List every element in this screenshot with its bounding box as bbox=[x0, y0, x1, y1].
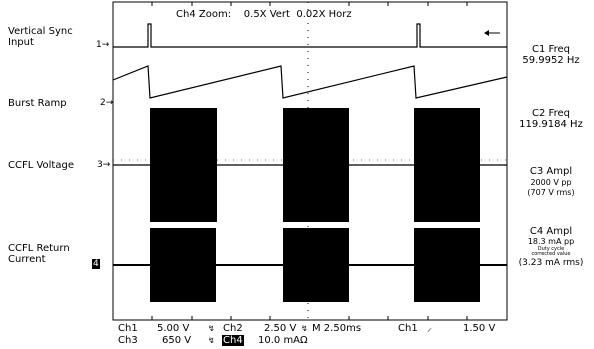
trigger-arrow-icon bbox=[484, 30, 489, 36]
measurement-c1: C1 Freq 59.9952 Hz bbox=[511, 44, 591, 66]
channel-marker-4: 4 bbox=[92, 259, 100, 269]
footer-trigger-source: Ch1 bbox=[398, 323, 418, 334]
label-ccfl-return-line1: CCFL Return bbox=[8, 243, 70, 254]
label-ccfl-voltage: CCFL Voltage bbox=[8, 160, 74, 171]
footer-ch2: Ch2 bbox=[223, 323, 243, 334]
c1-value: 59.9952 Hz bbox=[522, 55, 580, 66]
ch1-coupling-icon: ↯ bbox=[208, 324, 215, 333]
measurement-c4: C4 Ampl 18.3 mA pp Duty cycle corrected … bbox=[509, 226, 593, 269]
label-vsync-line1: Vertical Sync bbox=[8, 26, 73, 37]
graticule-ticks bbox=[151, 2, 468, 320]
ch4-burst-3 bbox=[414, 228, 480, 302]
footer-ch3-scale: 650 V bbox=[162, 335, 192, 346]
channel-marker-2: 2→ bbox=[100, 98, 114, 108]
c1-title: C1 Freq bbox=[532, 44, 570, 55]
ch3-burst-1 bbox=[150, 108, 217, 222]
c3-value: 2000 V pp bbox=[530, 178, 572, 187]
ch3-coupling-icon: ↯ bbox=[208, 336, 215, 345]
footer-ch1-scale: 5.00 V bbox=[157, 323, 190, 334]
c2-title: C2 Freq bbox=[532, 108, 570, 119]
trigger-slope-icon: ⸝ bbox=[427, 323, 432, 334]
c4-value: 18.3 mA pp bbox=[527, 237, 575, 246]
ch4-burst-2 bbox=[283, 228, 349, 302]
label-burst-ramp: Burst Ramp bbox=[8, 98, 67, 109]
c4-note-line2: corrected value bbox=[531, 251, 571, 257]
footer-ch4-scale: 10.0 mAΩ bbox=[258, 335, 308, 346]
label-ccfl-return-line2: Current bbox=[8, 254, 46, 265]
ch3-burst-3 bbox=[414, 108, 480, 222]
zoom-vert: 0.5X Vert bbox=[243, 9, 290, 20]
c3-rms: (707 V rms) bbox=[527, 188, 575, 197]
c3-title: C3 Ampl bbox=[529, 166, 573, 177]
c2-value: 119.9184 Hz bbox=[519, 119, 583, 130]
label-ccfl-return: CCFL Return Current bbox=[8, 243, 70, 265]
footer-ch3: Ch3 bbox=[118, 335, 138, 346]
footer-ch4: Ch4 bbox=[222, 335, 244, 346]
label-vsync: Vertical Sync Input bbox=[8, 26, 73, 48]
trace-ch3-bursts bbox=[150, 108, 480, 222]
footer-ch2-scale: 2.50 V bbox=[264, 323, 297, 334]
c4-note-line1: Duty cycle bbox=[537, 246, 565, 252]
zoom-horz: 0.02X Horz bbox=[296, 9, 352, 20]
ch3-burst-2 bbox=[283, 108, 349, 222]
channel-marker-3: 3→ bbox=[97, 160, 111, 170]
label-vsync-line2: Input bbox=[8, 37, 34, 48]
footer-timebase: M 2.50ms bbox=[312, 323, 362, 334]
zoom-header: Ch4 Zoom: 0.5X Vert 0.02X Horz bbox=[176, 9, 352, 20]
c4-rms: (3.23 mA rms) bbox=[518, 258, 584, 268]
c4-title: C4 Ampl bbox=[529, 226, 573, 237]
trace-ch1-vsync bbox=[113, 23, 507, 48]
measurement-c3: C3 Ampl 2000 V pp (707 V rms) bbox=[511, 166, 591, 197]
graticule-border bbox=[112, 1, 508, 321]
ch2-coupling-icon: ↯ bbox=[301, 324, 308, 333]
footer-trigger-level: 1.50 V bbox=[463, 323, 496, 334]
measurement-c2: C2 Freq 119.9184 Hz bbox=[509, 108, 593, 130]
footer-ch1: Ch1 bbox=[118, 323, 138, 334]
trace-ch2-ramp bbox=[112, 65, 508, 99]
zoom-label: Ch4 Zoom: bbox=[176, 9, 232, 20]
channel-marker-1: 1→ bbox=[96, 40, 110, 50]
trace-ch4-bursts bbox=[150, 228, 480, 302]
ch4-burst-1 bbox=[150, 228, 216, 302]
